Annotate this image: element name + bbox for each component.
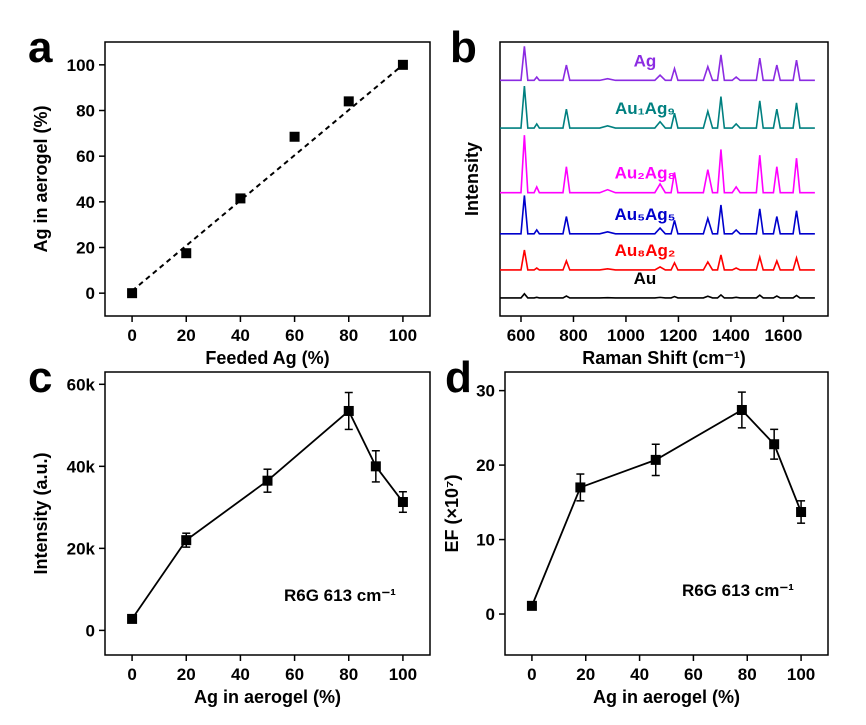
marker	[343, 96, 354, 107]
plot-frame	[504, 371, 829, 656]
marker	[796, 507, 807, 518]
y-axis-label: Ag in aerogel (%)	[31, 105, 51, 252]
trend-line	[131, 64, 404, 292]
x-tick-label: 40	[231, 326, 250, 345]
x-tick-label: 60	[285, 326, 304, 345]
plot-frame	[104, 41, 431, 317]
series-label: Ag	[634, 51, 657, 70]
y-tick-label: 20	[476, 456, 495, 475]
y-tick-label: 0	[86, 621, 95, 640]
x-axis-label: Ag in aerogel (%)	[593, 687, 740, 707]
y-axis-label: Intensity	[462, 142, 482, 216]
y-tick-label: 10	[476, 531, 495, 550]
y-axis-label: Intensity (a.u.)	[31, 452, 51, 574]
x-tick-label: 100	[787, 665, 815, 684]
x-tick-label: 1600	[764, 326, 802, 345]
x-tick-label: 1400	[712, 326, 750, 345]
marker	[262, 475, 273, 486]
x-tick-label: 80	[738, 665, 757, 684]
series-line	[500, 195, 815, 235]
marker	[370, 461, 381, 472]
y-tick-label: 80	[76, 102, 95, 121]
y-tick-label: 60	[76, 147, 95, 166]
marker	[235, 193, 246, 204]
series-line	[531, 408, 802, 607]
y-tick-label: 30	[476, 382, 495, 401]
x-tick-label: 800	[559, 326, 587, 345]
marker	[769, 439, 780, 450]
y-tick-label: 100	[67, 56, 95, 75]
marker	[181, 248, 192, 259]
x-axis-label: Ag in aerogel (%)	[194, 687, 341, 707]
y-tick-label: 0	[86, 284, 95, 303]
series-label: Au₅Ag₅	[615, 205, 676, 224]
marker	[397, 497, 408, 508]
marker	[127, 613, 138, 624]
x-axis-label: Feeded Ag (%)	[205, 348, 329, 368]
series-label: Au₈Ag₂	[615, 241, 676, 260]
x-tick-label: 600	[507, 326, 535, 345]
marker	[127, 288, 138, 299]
y-tick-label: 40k	[67, 457, 96, 476]
x-tick-label: 40	[630, 665, 649, 684]
panel-letter: a	[28, 23, 53, 72]
x-tick-label: 20	[177, 665, 196, 684]
plot-frame	[104, 371, 431, 656]
y-tick-label: 0	[486, 605, 495, 624]
series-line	[500, 249, 815, 271]
panel-letter: c	[28, 353, 52, 402]
series-line	[500, 46, 815, 82]
panel-letter: b	[450, 23, 477, 72]
series-line	[500, 86, 815, 129]
y-tick-label: 40	[76, 193, 95, 212]
x-tick-label: 0	[127, 326, 136, 345]
x-tick-label: 1200	[660, 326, 698, 345]
panel-letter: d	[445, 353, 472, 402]
x-tick-label: 100	[389, 665, 417, 684]
marker	[343, 405, 354, 416]
y-axis-label: EF (×10⁷)	[442, 475, 462, 553]
x-axis-label: Raman Shift (cm⁻¹)	[582, 348, 746, 368]
plot-frame	[499, 41, 829, 317]
y-tick-label: 20	[76, 239, 95, 258]
x-tick-label: 60	[684, 665, 703, 684]
x-tick-label: 60	[285, 665, 304, 684]
x-tick-label: 0	[127, 665, 136, 684]
x-tick-label: 40	[231, 665, 250, 684]
series-label: Au	[634, 269, 657, 288]
x-tick-label: 80	[339, 665, 358, 684]
y-tick-label: 60k	[67, 375, 96, 394]
marker	[526, 600, 537, 611]
x-tick-label: 80	[339, 326, 358, 345]
marker	[575, 482, 586, 493]
series-label: Au₂Ag₈	[615, 164, 676, 183]
x-tick-label: 100	[389, 326, 417, 345]
marker	[650, 454, 661, 465]
x-tick-label: 20	[576, 665, 595, 684]
annotation: R6G 613 cm⁻¹	[682, 581, 794, 600]
x-tick-label: 0	[527, 665, 536, 684]
y-tick-label: 20k	[67, 539, 96, 558]
marker	[181, 535, 192, 546]
marker	[289, 131, 300, 142]
annotation: R6G 613 cm⁻¹	[284, 586, 396, 605]
marker	[736, 404, 747, 415]
series-line	[131, 409, 404, 620]
x-tick-label: 20	[177, 326, 196, 345]
series-line	[500, 135, 815, 194]
series-label: Au₁Ag₉	[615, 99, 675, 118]
x-tick-label: 1000	[607, 326, 645, 345]
marker	[397, 59, 408, 70]
series-line	[500, 292, 815, 299]
